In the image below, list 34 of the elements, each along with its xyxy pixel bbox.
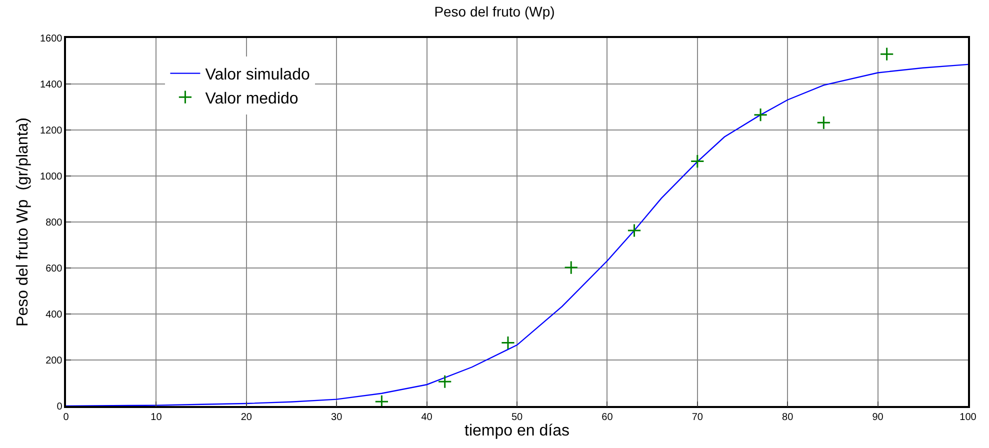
y-axis-title: Peso del fruto Wp (gr/planta)	[14, 118, 32, 326]
y-tick-label: 0	[56, 402, 63, 412]
point	[816, 116, 831, 130]
x-tick-label: 40	[421, 412, 433, 423]
y-tick-label: 1600	[40, 34, 63, 44]
y-tick-label: 1400	[40, 80, 63, 90]
point	[374, 394, 389, 406]
point	[690, 154, 704, 168]
legend-label: Valor simulado	[205, 66, 310, 84]
y-tick-label: 200	[46, 356, 63, 366]
y-tick-label: 400	[46, 310, 63, 320]
point	[880, 47, 894, 62]
x-tick-label: 50	[511, 412, 523, 423]
x-tick-label: 70	[692, 412, 704, 423]
point	[627, 223, 642, 238]
x-tick-label: 60	[602, 412, 614, 423]
y-tick-label: 1200	[40, 126, 63, 136]
x-tick-label: 100	[960, 412, 977, 423]
line-series	[66, 64, 968, 406]
point	[564, 260, 578, 275]
chart-title: Peso del fruto (Wp)	[434, 4, 555, 20]
legend-label: Valor medido	[205, 90, 298, 108]
x-tick-label: 20	[240, 412, 252, 423]
point	[500, 336, 516, 350]
point	[438, 374, 452, 389]
y-tick-label: 600	[46, 264, 63, 274]
x-axis-title: tiempo en días	[464, 422, 570, 440]
y-tick-label: 1000	[40, 172, 63, 182]
x-tick-label: 90	[872, 412, 884, 423]
y-tick-label: 800	[46, 218, 63, 228]
point	[753, 108, 768, 122]
x-tick-label: 10	[150, 412, 162, 423]
x-tick-label: 30	[331, 412, 343, 423]
x-tick-label: 80	[782, 412, 794, 423]
